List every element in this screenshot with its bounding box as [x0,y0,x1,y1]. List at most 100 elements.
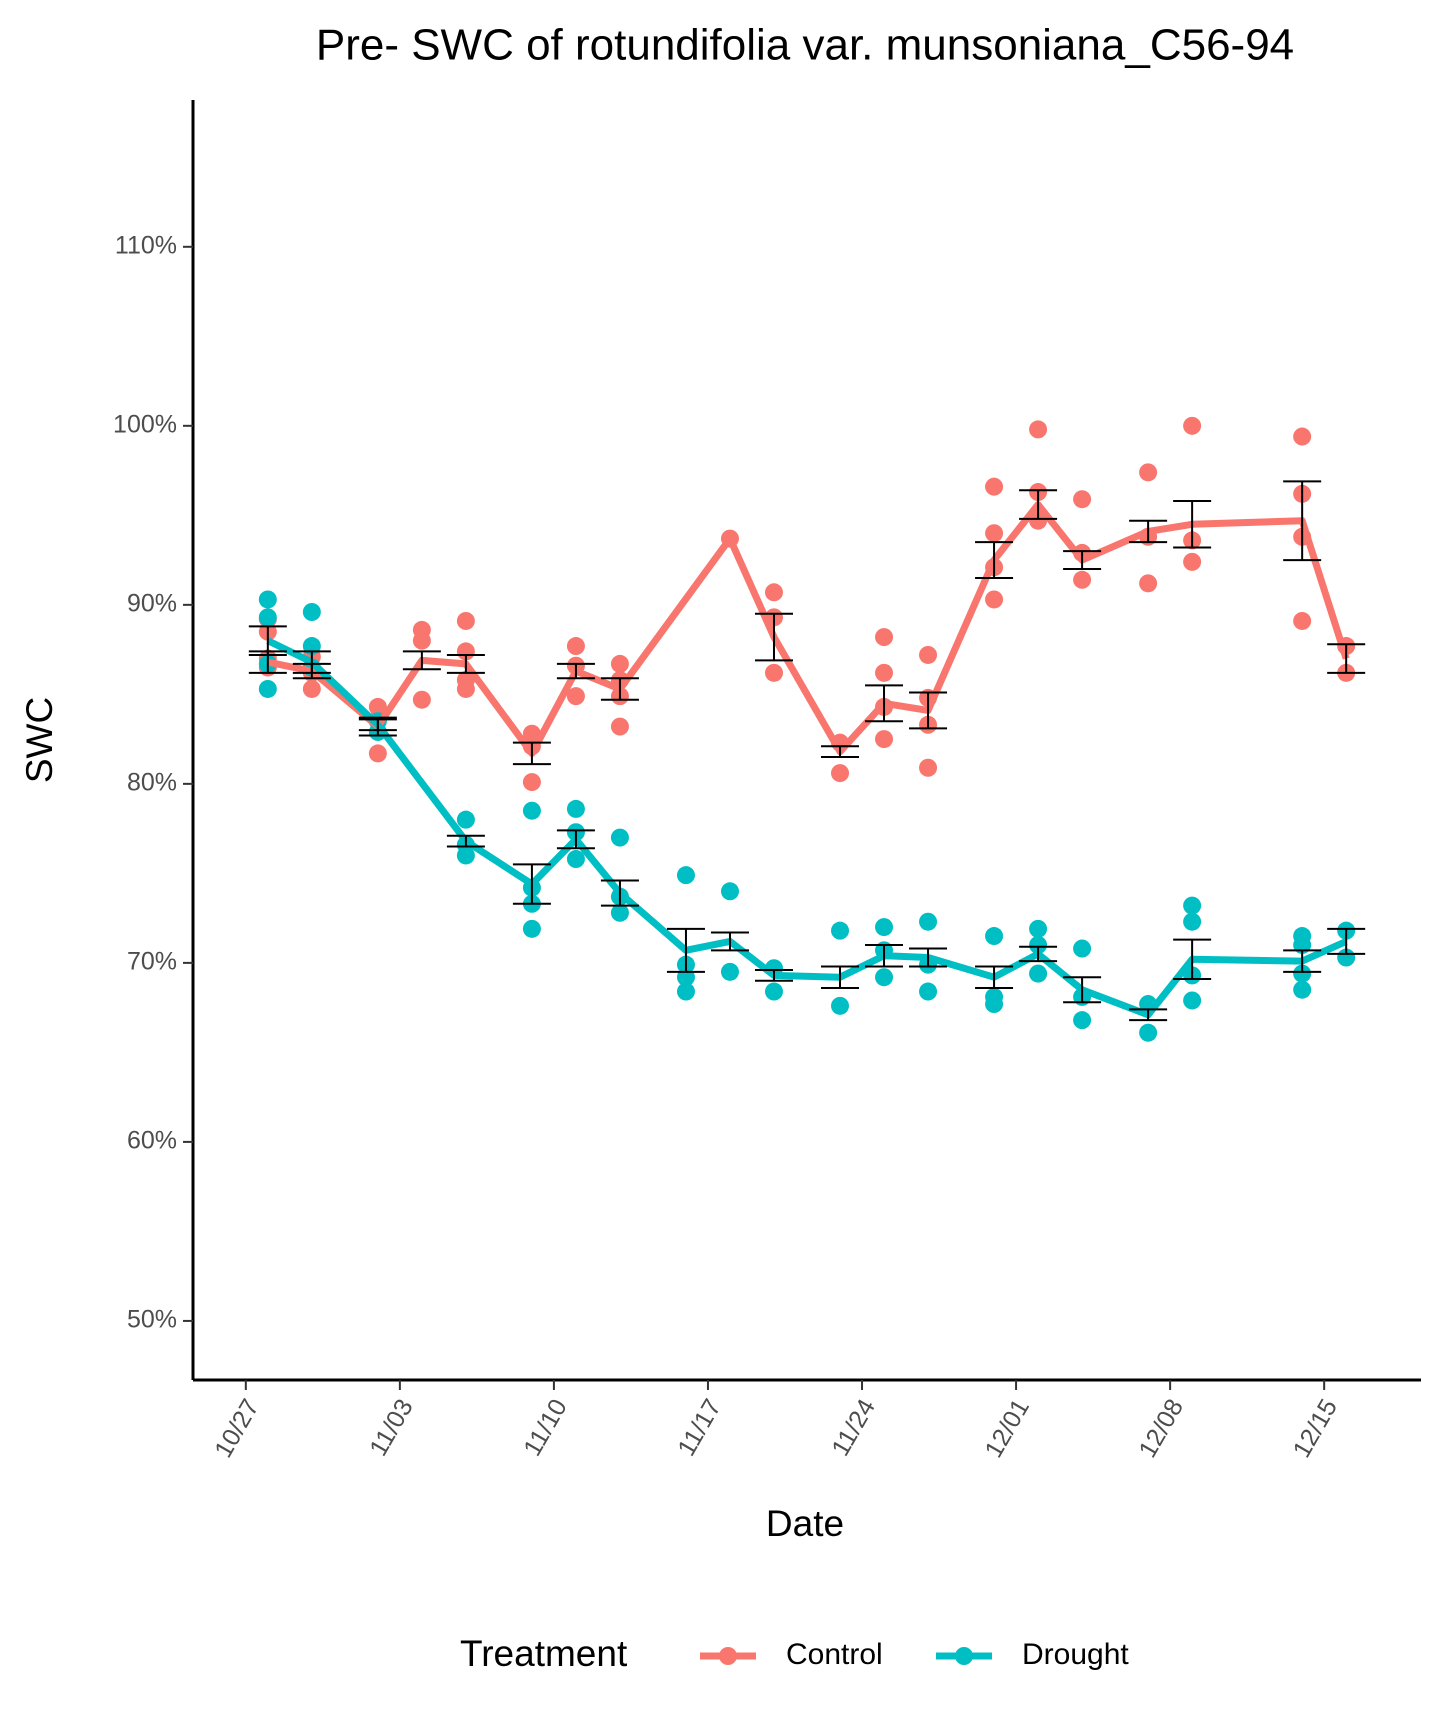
series-line [267,501,1350,757]
y-tick-label: 60% [127,1127,177,1155]
observation-point [985,524,1004,543]
y-tick-label: 70% [127,947,177,975]
observation-point [919,982,938,1001]
observation-point [919,758,938,777]
observation-point [566,687,585,706]
error-bar [1327,927,1366,955]
observation-point [831,996,850,1015]
observation-point [1029,919,1048,938]
error-bar [710,931,749,952]
error-bar [446,653,485,674]
observation-point [875,628,894,647]
observation-point [919,912,938,931]
error-bar [248,625,287,656]
error-bar [1129,519,1168,544]
x-tick-label: 11/17 [672,1394,727,1461]
observation-point [764,663,783,682]
error-bar [1063,550,1102,571]
y-tick-label: 80% [127,768,177,796]
error-bar [909,691,948,730]
observation-point [456,611,475,630]
error-bar [821,745,860,759]
observation-point [258,608,277,627]
observation-point [1029,964,1048,983]
error-bar [1019,489,1058,520]
observation-point [258,679,277,698]
observation-point [302,603,321,621]
y-axis-label: SWC [19,697,60,783]
observation-point [1073,939,1092,958]
observation-point [764,583,783,602]
observation-point [875,968,894,987]
observation-point [522,919,541,938]
observation-point [522,773,541,792]
observation-point [676,982,695,1001]
observation-point [456,679,475,698]
observation-point [1029,935,1048,954]
observation-point [1183,896,1202,915]
observation-point [1183,912,1202,931]
error-bar [1019,945,1058,963]
legend-label: Drought [1022,1638,1129,1671]
error-bar [865,943,904,968]
observation-point [1029,420,1048,439]
error-bar [975,541,1014,579]
observation-point [302,679,321,698]
observation-point [676,866,695,885]
observation-point [1183,416,1202,435]
observation-point [1139,463,1158,482]
observation-point [566,850,585,869]
y-tick-label: 50% [127,1306,177,1334]
error-bar [556,829,595,850]
observation-point [831,921,850,940]
observation-point [1293,964,1312,983]
x-axis-label: Date [766,1503,844,1544]
error-bar [821,965,860,989]
observation-point [1139,574,1158,593]
error-bar [446,834,485,848]
observation-point [412,690,431,709]
observation-point [412,631,431,650]
x-tick-label: 12/08 [1134,1394,1190,1462]
error-bar [1283,480,1322,562]
observation-point [1293,980,1312,999]
observation-point [831,764,850,783]
legend-swatch-point [955,1647,973,1665]
x-tick-label: 11/10 [518,1394,573,1461]
observation-point [456,810,475,829]
observation-point [258,590,277,609]
legend-title: Treatment [460,1633,628,1674]
error-bar [754,969,793,982]
x-tick-label: 12/15 [1288,1394,1344,1462]
error-bar [556,662,595,680]
observation-point [875,663,894,682]
observation-point [610,828,629,847]
observation-point [1073,490,1092,509]
error-bar [865,684,904,723]
error-bar [600,677,639,701]
y-tick-label: 90% [127,589,177,617]
observation-point [368,697,387,716]
x-tick-label: 11/24 [826,1394,881,1461]
observation-point [522,801,541,820]
error-bar [600,879,639,907]
error-bar [1173,938,1212,980]
observation-point [875,918,894,937]
y-tick-label: 100% [113,410,177,438]
x-tick-label: 11/03 [364,1394,419,1461]
error-bar [1327,643,1366,674]
error-bar [754,612,793,662]
observation-point [1073,570,1092,589]
observation-point [610,654,629,673]
error-bar [512,741,551,766]
error-bar [292,650,331,674]
error-bar [358,718,397,732]
error-bar [402,650,441,671]
error-bar [1129,1008,1168,1022]
error-bar [975,965,1014,989]
observation-point [985,477,1004,496]
observation-point [1139,1023,1158,1042]
observation-point [566,799,585,818]
observation-point [456,846,475,865]
observation-point [1029,511,1048,530]
